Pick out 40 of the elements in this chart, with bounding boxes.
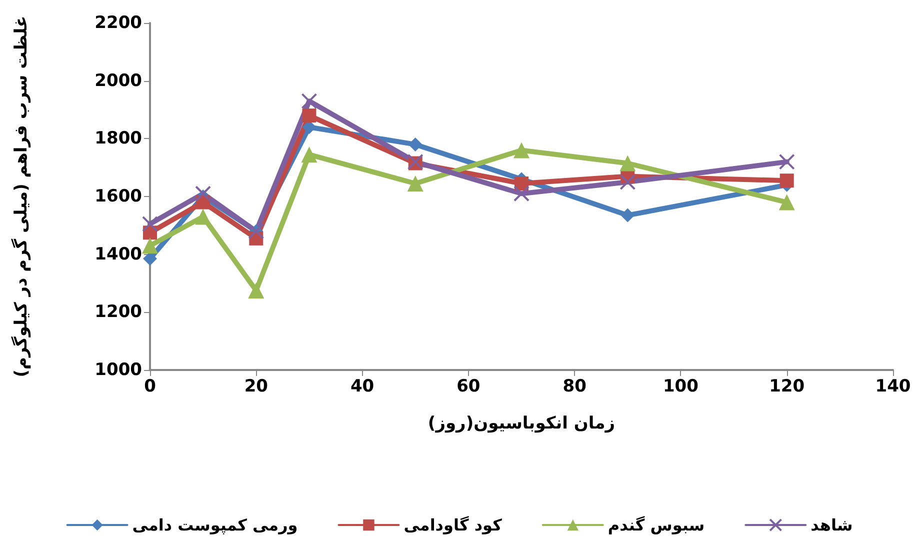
point: [142, 238, 158, 254]
point: [142, 216, 158, 232]
point: [195, 208, 212, 225]
x-tick-label: 140: [875, 376, 911, 396]
point: [778, 194, 795, 210]
y-tick-label: 2000: [94, 70, 142, 91]
point: [780, 174, 794, 188]
y-tick-label: 2200: [94, 13, 142, 33]
y-tick-label: 1400: [94, 244, 142, 264]
point: [407, 175, 424, 192]
legend-label: سبوس گندم: [608, 516, 705, 534]
point: [620, 208, 635, 222]
x-tick-label: 0: [144, 376, 156, 396]
point: [143, 252, 157, 266]
legend-label: کود گاودامی: [404, 516, 503, 534]
point: [620, 174, 636, 190]
point: [514, 142, 530, 158]
point: [514, 186, 530, 202]
legend-label: ورمی کمپوست دامی: [132, 516, 298, 534]
point: [408, 137, 422, 152]
point: [248, 282, 264, 298]
y-tick-label: 1800: [94, 128, 142, 149]
y-axis-title: غلظت سرب فراهم (میلی گرم در کیلوگرم): [10, 16, 32, 378]
x-tick-label: 60: [456, 376, 480, 396]
x-axis-title: زمان انکوباسیون(روز): [428, 414, 616, 434]
y-tick-label: 1600: [94, 186, 142, 206]
y-tick-label: 1000: [94, 360, 142, 380]
x-tick-label: 100: [662, 376, 699, 396]
x-tick-label: 20: [244, 376, 268, 396]
point: [778, 154, 795, 170]
point: [620, 155, 636, 172]
x-tick-label: 120: [769, 376, 805, 396]
point: [195, 186, 212, 202]
y-tick-label: 1200: [94, 302, 142, 322]
legend-label: شاهد: [810, 516, 853, 534]
point: [301, 146, 318, 163]
point: [302, 108, 316, 123]
x-tick-label: 80: [562, 376, 587, 396]
x-tick-label: 40: [350, 376, 374, 396]
point: [301, 93, 318, 110]
